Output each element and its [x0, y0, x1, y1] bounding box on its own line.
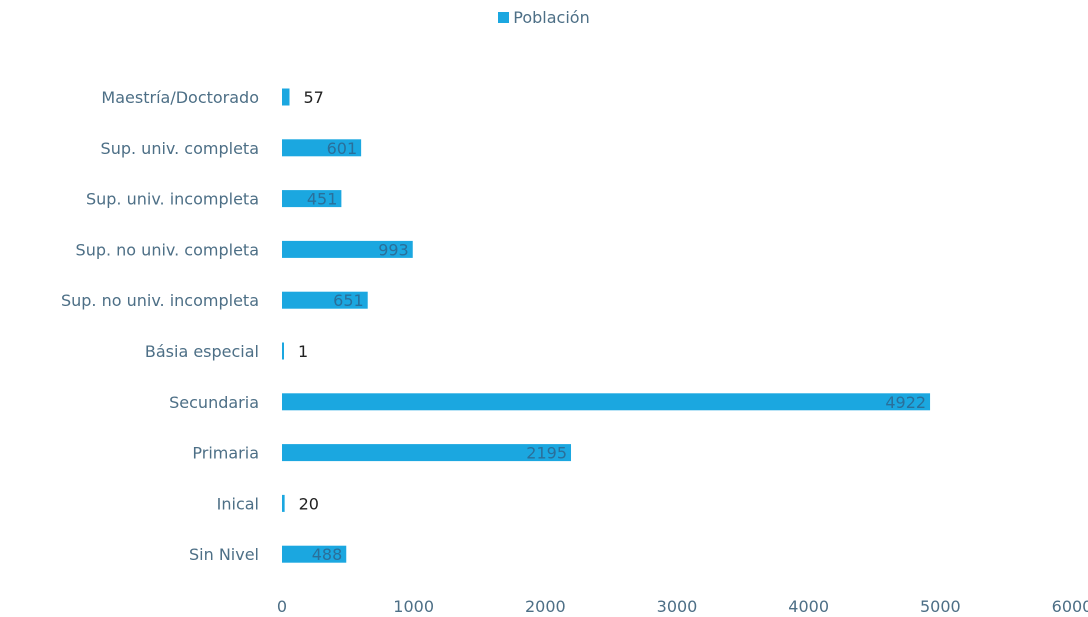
data-label: 2195 — [526, 444, 567, 463]
data-label: 601 — [327, 139, 358, 158]
data-label: 20 — [299, 494, 319, 513]
bar — [282, 240, 413, 258]
bar — [282, 342, 284, 360]
data-label: 993 — [378, 240, 409, 259]
bar — [282, 291, 368, 309]
category-label: Secundaria — [169, 393, 259, 412]
category-label: Primaria — [192, 444, 259, 463]
data-label: 488 — [312, 545, 343, 564]
category-label: Sup. no univ. completa — [76, 240, 259, 259]
category-label: Sup. univ. completa — [101, 139, 259, 158]
x-tick-label: 2000 — [525, 597, 566, 616]
x-tick-label: 4000 — [788, 597, 829, 616]
x-tick-label: 5000 — [920, 597, 961, 616]
bar — [282, 190, 342, 208]
bar — [282, 494, 285, 512]
bar — [282, 88, 290, 106]
legend-label: Población — [513, 8, 590, 27]
x-tick-label: 0 — [277, 597, 287, 616]
data-label: 1 — [298, 342, 308, 361]
x-tick-label: 1000 — [393, 597, 434, 616]
category-label: Sin Nivel — [189, 545, 259, 564]
category-label: Sup. univ. incompleta — [86, 190, 259, 209]
data-label: 451 — [307, 190, 338, 209]
bar — [282, 139, 362, 157]
data-label: 57 — [304, 88, 324, 107]
data-label: 651 — [333, 291, 364, 310]
bar — [282, 444, 572, 462]
category-label: Inical — [217, 494, 259, 513]
bar — [282, 393, 931, 411]
category-label: Maestría/Doctorado — [101, 88, 259, 107]
x-tick-label: 6000 — [1052, 597, 1088, 616]
category-label: Básia especial — [145, 342, 259, 361]
data-label: 4922 — [885, 393, 926, 412]
x-tick-label: 3000 — [657, 597, 698, 616]
legend-swatch — [498, 12, 510, 23]
legend: Población — [0, 8, 1088, 27]
category-label: Sup. no univ. incompleta — [61, 291, 259, 310]
bar — [282, 545, 347, 563]
